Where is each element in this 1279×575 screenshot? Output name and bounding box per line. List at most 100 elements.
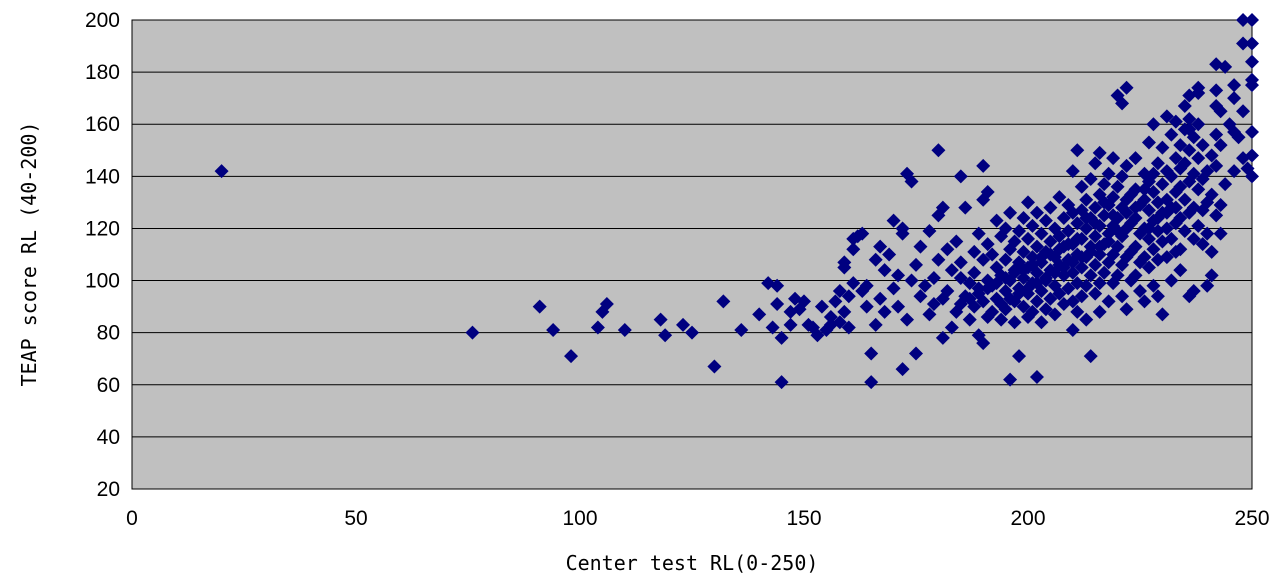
- y-tick-label: 40: [97, 426, 120, 449]
- data-point: [1110, 239, 1125, 254]
- data-point: [1052, 286, 1067, 301]
- data-point: [1110, 224, 1125, 239]
- data-point: [1047, 265, 1062, 280]
- data-point: [1191, 80, 1206, 95]
- data-point: [1025, 218, 1040, 233]
- data-point: [770, 297, 785, 312]
- data-point: [1052, 242, 1067, 257]
- data-point: [1168, 151, 1183, 166]
- y-tick-label: 60: [97, 374, 120, 397]
- data-point: [1029, 276, 1044, 291]
- data-point: [1065, 294, 1080, 309]
- data-point: [1200, 164, 1215, 179]
- data-point: [1034, 226, 1049, 241]
- data-point: [1088, 156, 1103, 171]
- data-point: [864, 346, 879, 361]
- data-point: [886, 281, 901, 296]
- x-tick-label: 250: [1234, 507, 1269, 530]
- x-tick-label: 50: [344, 507, 367, 530]
- data-point: [1115, 96, 1130, 111]
- data-point: [953, 297, 968, 312]
- data-point: [774, 330, 789, 345]
- data-point: [837, 255, 852, 270]
- data-point: [1245, 148, 1259, 163]
- data-point: [1012, 349, 1027, 364]
- data-point: [1227, 164, 1242, 179]
- data-point: [1173, 211, 1188, 226]
- data-point: [1200, 226, 1215, 241]
- data-point: [676, 317, 691, 332]
- data-point: [1227, 78, 1242, 93]
- data-point: [783, 317, 798, 332]
- data-point: [976, 336, 991, 351]
- data-point: [1074, 289, 1089, 304]
- data-point: [1164, 169, 1179, 184]
- data-point: [837, 304, 852, 319]
- data-point: [989, 213, 1004, 228]
- data-point: [1038, 213, 1053, 228]
- data-point: [931, 252, 946, 267]
- data-point: [953, 270, 968, 285]
- y-tick-label: 200: [85, 9, 120, 32]
- data-point: [1016, 299, 1031, 314]
- y-axis-title: TEAP score RL (40-200): [17, 122, 41, 387]
- data-point: [1231, 130, 1246, 145]
- data-point: [976, 158, 991, 173]
- data-point: [868, 252, 883, 267]
- data-point: [891, 268, 906, 283]
- data-point: [765, 320, 780, 335]
- data-point: [994, 297, 1009, 312]
- data-point: [980, 237, 995, 252]
- data-point: [1092, 239, 1107, 254]
- data-point: [895, 221, 910, 236]
- data-point: [658, 328, 673, 343]
- data-point: [1209, 127, 1224, 142]
- data-point: [868, 317, 883, 332]
- data-point: [855, 226, 870, 241]
- data-point: [1088, 216, 1103, 231]
- x-tick-label: 150: [786, 507, 821, 530]
- data-point: [1065, 255, 1080, 270]
- data-point: [1056, 260, 1071, 275]
- data-point: [1092, 276, 1107, 291]
- data-point: [1155, 140, 1170, 155]
- data-point: [1074, 260, 1089, 275]
- data-point: [1209, 83, 1224, 98]
- data-point: [1213, 197, 1228, 212]
- data-point: [546, 323, 561, 338]
- data-point: [1128, 211, 1143, 226]
- data-point: [1079, 211, 1094, 226]
- data-point: [707, 359, 722, 374]
- data-point: [980, 184, 995, 199]
- data-point: [685, 325, 699, 340]
- data-point: [1025, 257, 1040, 272]
- data-point: [832, 315, 847, 330]
- data-point: [994, 312, 1009, 327]
- data-point: [1061, 224, 1076, 239]
- data-point: [1128, 268, 1143, 283]
- data-point: [1079, 221, 1094, 236]
- y-tick-label: 20: [97, 478, 120, 501]
- data-point: [532, 299, 547, 314]
- data-point: [998, 252, 1013, 267]
- data-point: [1177, 224, 1192, 239]
- data-point: [1236, 104, 1251, 119]
- data-point: [1106, 151, 1121, 166]
- data-point: [864, 375, 879, 390]
- data-point: [1119, 205, 1134, 220]
- data-point: [1016, 244, 1031, 259]
- data-point: [1092, 145, 1107, 160]
- data-point: [1150, 289, 1165, 304]
- data-point: [1070, 231, 1085, 246]
- data-point: [1141, 260, 1156, 275]
- data-point: [1065, 323, 1080, 338]
- data-point: [859, 299, 874, 314]
- y-tick-label: 120: [85, 217, 120, 240]
- data-point: [1133, 283, 1147, 298]
- data-point: [832, 283, 847, 298]
- data-point: [1115, 289, 1130, 304]
- data-point: [1195, 237, 1210, 252]
- data-point: [967, 265, 982, 280]
- data-point: [1213, 104, 1228, 119]
- data-point: [823, 310, 838, 325]
